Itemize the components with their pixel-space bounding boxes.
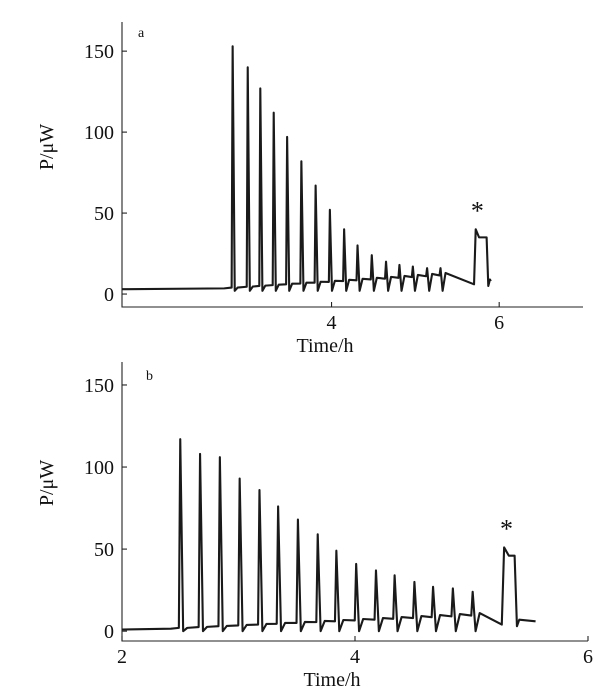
panel-b-y-axis-label: P/μW bbox=[36, 460, 58, 506]
panel-a-x-tick-label: 4 bbox=[327, 312, 337, 334]
panel-a-asterisk-marker: * bbox=[471, 196, 484, 225]
panel-b-x-tick-label: 2 bbox=[117, 646, 127, 668]
panel-a-x-axis-label: Time/h bbox=[296, 335, 353, 357]
panel-b-tick-labels: 0 50 100 150 2 4 6 bbox=[84, 375, 593, 668]
panel-a-y-tick-label: 0 bbox=[104, 284, 114, 306]
panel-b-y-tick-label: 100 bbox=[84, 457, 114, 479]
panel-b-x-tick-label: 6 bbox=[583, 646, 593, 668]
panel-b-label: b bbox=[146, 369, 153, 384]
panel-a-label: a bbox=[138, 26, 145, 41]
panel-b-y-tick-label: 50 bbox=[94, 539, 114, 561]
panel-b-asterisk-marker: * bbox=[500, 514, 513, 543]
panel-a-y-tick-label: 50 bbox=[94, 203, 114, 225]
panel-b-power-trace bbox=[121, 438, 536, 633]
panel-b-x-axis-label: Time/h bbox=[303, 669, 360, 691]
panel-a: a Time/h P/μW 0 50 100 150 4 6 * bbox=[36, 22, 583, 357]
panel-a-power-trace bbox=[121, 45, 492, 292]
panel-a-y-tick-label: 100 bbox=[84, 122, 114, 144]
panel-a-tick-labels: 0 50 100 150 4 6 bbox=[84, 41, 504, 334]
panel-b-y-tick-label: 0 bbox=[104, 621, 114, 643]
panel-a-y-tick-label: 150 bbox=[84, 41, 114, 63]
panel-b-x-tick-label: 4 bbox=[350, 646, 360, 668]
panel-b-y-tick-label: 150 bbox=[84, 375, 114, 397]
panel-a-x-tick-label: 6 bbox=[494, 312, 504, 334]
panel-b: b Time/h P/μW 0 50 100 150 2 4 6 * bbox=[36, 362, 593, 691]
panel-a-frame bbox=[121, 22, 583, 308]
panel-a-y-axis-label: P/μW bbox=[36, 124, 58, 170]
